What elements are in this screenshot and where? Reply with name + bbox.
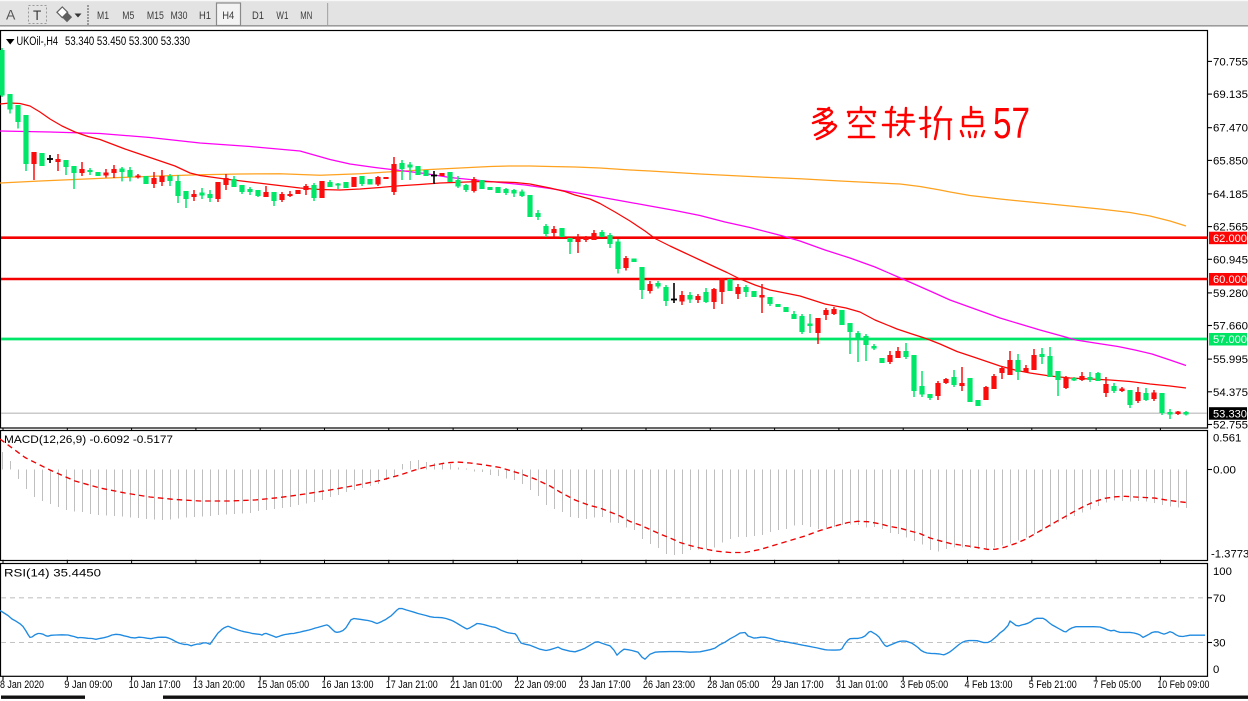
svg-text:A: A	[6, 7, 16, 23]
svg-text:16 Jan 13:00: 16 Jan 13:00	[322, 679, 374, 691]
svg-text:53.340 53.450 53.300 53.330: 53.340 53.450 53.300 53.330	[65, 34, 190, 48]
svg-text:62.000: 62.000	[1213, 233, 1247, 245]
svg-text:69.135: 69.135	[1213, 89, 1248, 101]
svg-text:-1.3773: -1.3773	[1211, 549, 1248, 561]
svg-text:UKOil-,H4: UKOil-,H4	[17, 34, 59, 48]
svg-text:3 Feb 05:00: 3 Feb 05:00	[900, 679, 948, 691]
svg-text:64.185: 64.185	[1213, 189, 1248, 201]
svg-text:57: 57	[993, 99, 1030, 148]
svg-text:62.565: 62.565	[1213, 222, 1248, 234]
svg-text:60.000: 60.000	[1213, 274, 1247, 286]
svg-text:0: 0	[1213, 664, 1219, 676]
svg-text:10 Jan 17:00: 10 Jan 17:00	[129, 679, 181, 691]
svg-text:70.755: 70.755	[1213, 56, 1248, 68]
svg-text:57.660: 57.660	[1213, 321, 1248, 333]
svg-text:53.330: 53.330	[1213, 408, 1247, 420]
svg-text:29 Jan 17:00: 29 Jan 17:00	[772, 679, 824, 691]
svg-text:H4: H4	[222, 10, 234, 22]
svg-text:W1: W1	[276, 10, 288, 22]
svg-text:100: 100	[1213, 566, 1232, 578]
svg-text:4 Feb 13:00: 4 Feb 13:00	[965, 679, 1013, 691]
svg-text:23 Jan 17:00: 23 Jan 17:00	[579, 679, 631, 691]
svg-text:13 Jan 20:00: 13 Jan 20:00	[193, 679, 245, 691]
svg-text:70: 70	[1213, 593, 1226, 605]
svg-text:MACD(12,26,9) -0.6092 -0.5177: MACD(12,26,9) -0.6092 -0.5177	[4, 434, 173, 446]
svg-text:T: T	[33, 8, 41, 23]
svg-text:M1: M1	[97, 10, 109, 22]
svg-text:5 Feb 21:00: 5 Feb 21:00	[1029, 679, 1077, 691]
svg-text:22 Jan 09:00: 22 Jan 09:00	[514, 679, 566, 691]
svg-text:M15: M15	[147, 10, 164, 22]
svg-text:7 Feb 05:00: 7 Feb 05:00	[1093, 679, 1141, 691]
svg-text:52.755: 52.755	[1213, 420, 1248, 432]
svg-text:21 Jan 01:00: 21 Jan 01:00	[450, 679, 502, 691]
svg-text:MN: MN	[300, 10, 312, 22]
svg-text:8 Jan 2020: 8 Jan 2020	[0, 679, 44, 691]
svg-text:57.000: 57.000	[1213, 334, 1247, 346]
svg-text:0.00: 0.00	[1213, 465, 1236, 477]
svg-text:17 Jan 21:00: 17 Jan 21:00	[386, 679, 438, 691]
svg-text:55.995: 55.995	[1213, 354, 1248, 366]
svg-text:0.561: 0.561	[1213, 433, 1241, 445]
svg-text:54.375: 54.375	[1213, 387, 1248, 399]
svg-text:H1: H1	[199, 10, 211, 22]
svg-text:M5: M5	[122, 10, 134, 22]
svg-text:30: 30	[1213, 638, 1226, 650]
svg-text:RSI(14) 35.4450: RSI(14) 35.4450	[4, 568, 101, 580]
svg-text:26 Jan 23:00: 26 Jan 23:00	[643, 679, 695, 691]
svg-text:59.280: 59.280	[1213, 288, 1248, 300]
svg-text:60.945: 60.945	[1213, 254, 1248, 266]
svg-text:D1: D1	[252, 10, 264, 22]
svg-text:10 Feb 09:00: 10 Feb 09:00	[1157, 679, 1209, 691]
svg-text:15 Jan 05:00: 15 Jan 05:00	[257, 679, 309, 691]
svg-text:31 Jan 01:00: 31 Jan 01:00	[836, 679, 888, 691]
svg-text:M30: M30	[171, 10, 188, 22]
svg-text:9 Jan 09:00: 9 Jan 09:00	[64, 679, 112, 691]
svg-text:67.470: 67.470	[1213, 123, 1248, 135]
svg-text:65.850: 65.850	[1213, 155, 1248, 167]
svg-text:28 Jan 05:00: 28 Jan 05:00	[707, 679, 759, 691]
